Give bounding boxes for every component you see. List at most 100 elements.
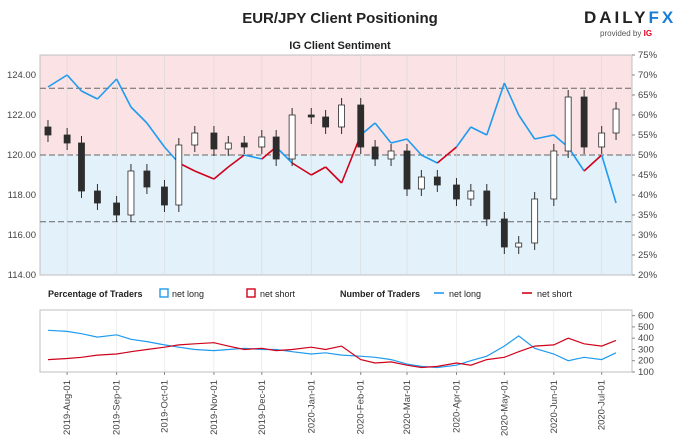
candle-body: [598, 132, 606, 148]
chart-title: EUR/JPY Client Positioning: [242, 10, 438, 27]
candle-body: [612, 108, 620, 134]
percent-long-segment: [66, 74, 83, 92]
legend-pct-long-swatch: [159, 288, 169, 298]
candle-body: [288, 114, 296, 160]
candle-body: [564, 96, 572, 152]
y-right-tick-label: 50%: [638, 150, 658, 161]
y-left-tick-label: 120.00: [7, 150, 36, 161]
y-left-tick-label: 122.00: [7, 110, 36, 121]
legend-percentage-title: Percentage of Traders: [48, 289, 143, 299]
y-left-tick-label: 114.00: [8, 270, 36, 281]
candle-body: [357, 104, 365, 148]
percent-long-segment: [213, 166, 229, 180]
y-bottom-tick-label: 100: [638, 367, 654, 378]
y-left-tick-label: 124.00: [7, 70, 36, 81]
legend-pct-long-label: net long: [172, 289, 204, 299]
candle-body: [467, 190, 475, 200]
percent-long-segment: [421, 154, 438, 164]
y-right-tick-label: 70%: [638, 70, 658, 81]
y-bottom-tick-label: 200: [638, 356, 654, 367]
percent-long-segment: [96, 78, 118, 100]
candle-body: [531, 198, 539, 244]
candle-body: [515, 242, 523, 248]
candle-body: [307, 114, 315, 118]
y-right-tick-label: 30%: [638, 230, 658, 241]
bottom-plot-frame: [39, 309, 633, 373]
percent-long-segment: [227, 154, 245, 168]
percent-long-segment: [194, 170, 215, 180]
x-tick-label: 2020-Jun-01: [549, 380, 560, 433]
percent-long-segment: [244, 154, 262, 160]
y-bottom-tick-label: 300: [638, 344, 654, 355]
y-bottom-tick-label: 500: [638, 322, 654, 333]
percent-long-segment: [503, 82, 520, 116]
percent-long-segment: [518, 114, 536, 140]
candle-body: [191, 132, 199, 146]
candle-body: [272, 136, 280, 160]
candle-body: [44, 126, 52, 136]
candle-body: [127, 170, 135, 216]
x-tick-label: 2019-Aug-01: [62, 380, 73, 435]
x-tick-label: 2019-Sep-01: [112, 380, 123, 435]
candle-body: [500, 218, 508, 248]
percent-long-segment: [146, 122, 166, 148]
percent-long-segment: [310, 166, 327, 176]
dailyfx-logo: DAILYFX provided by IG: [584, 8, 677, 38]
candle-body: [387, 150, 395, 160]
upper-band: [40, 55, 632, 155]
y-bottom-tick-label: 400: [638, 333, 654, 344]
percent-long-segment: [81, 90, 98, 100]
percent-long-segment: [534, 134, 554, 140]
y-bottom-tick-label: 600: [638, 311, 654, 322]
x-tick-label: 2020-Feb-01: [356, 380, 367, 434]
percent-long-segment: [486, 82, 506, 136]
x-tick-label: 2020-Jul-01: [597, 380, 608, 430]
y-right-tick-label: 35%: [638, 210, 658, 221]
y-right-tick-label: 55%: [638, 130, 658, 141]
candle-body: [224, 142, 232, 150]
chart-subtitle: IG Client Sentiment: [289, 40, 391, 52]
candle-body: [550, 150, 558, 200]
legend-num-long-label: net long: [449, 289, 481, 299]
y-left-tick-label: 116.00: [8, 230, 36, 241]
candle-body: [483, 190, 491, 220]
percent-long-segment: [291, 162, 312, 176]
candle-body: [161, 186, 168, 206]
candle-body: [453, 184, 460, 200]
legend-pct-short-swatch: [246, 288, 256, 298]
x-tick-label: 2019-Nov-01: [209, 380, 220, 435]
y-right-tick-label: 25%: [638, 250, 658, 261]
candle-body: [258, 136, 266, 148]
x-tick-label: 2020-May-01: [499, 380, 510, 436]
x-tick-label: 2019-Dec-01: [257, 380, 268, 435]
series-net-long-line: [47, 329, 617, 369]
percent-long-segment: [583, 154, 603, 172]
percent-long-segment: [325, 166, 343, 184]
candle-body: [322, 116, 330, 128]
percent-long-segment: [436, 146, 457, 164]
y-right-tick-label: 75%: [638, 50, 658, 61]
x-tick-label: 2020-Apr-01: [451, 380, 462, 433]
candle-body: [113, 202, 120, 216]
x-tick-label: 2020-Mar-01: [402, 380, 413, 434]
candle-body: [94, 190, 101, 204]
y-right-tick-label: 20%: [638, 270, 658, 281]
y-left-tick-label: 118.00: [8, 190, 36, 201]
x-tick-label: 2019-Oct-01: [159, 380, 170, 433]
candle-body: [175, 144, 183, 206]
percent-long-segment: [455, 126, 472, 148]
percent-long-segment: [390, 138, 408, 144]
percent-long-segment: [600, 154, 617, 204]
legend-pct-short-label: net short: [260, 289, 296, 299]
candle-body: [417, 176, 425, 190]
candle-body: [210, 132, 218, 150]
percent-long-segment: [374, 122, 392, 144]
candle-body: [240, 142, 248, 148]
percent-long-segment: [406, 138, 422, 156]
y-right-tick-label: 65%: [638, 90, 658, 101]
candle-body: [143, 170, 151, 188]
series-net-short-line: [47, 337, 617, 369]
legend-num-short-label: net short: [537, 289, 573, 299]
legend-number-title: Number of Traders: [340, 289, 420, 299]
